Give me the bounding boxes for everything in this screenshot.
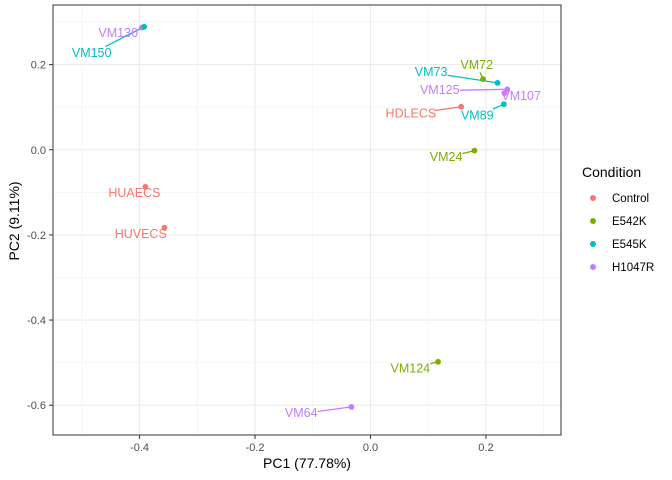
y-tick-label: -0.2	[27, 230, 46, 242]
leader-line-hdlecs	[434, 106, 462, 112]
point-vm124	[435, 358, 441, 365]
y-axis-ticks: -0.6 -0.4 -0.2 0.0 0.2	[27, 60, 53, 412]
leader-line-vm73	[447, 74, 498, 84]
x-axis-ticks: -0.4 -0.2 0.0 0.2	[130, 435, 494, 454]
legend-key-e542k	[590, 218, 596, 224]
legend-entries: Control E542K E545K H1047R	[590, 193, 654, 274]
y-tick-label: 0.2	[31, 60, 46, 72]
point-vm72	[480, 76, 486, 82]
legend-label-h1047r: H1047R	[612, 262, 654, 274]
point-label-vm64: VM64	[285, 406, 318, 420]
plot-panel-border	[52, 4, 562, 436]
label-leader-lines	[105, 26, 508, 413]
point-labels: VM130 VM150 VM72 VM73 VM107 VM125 HDLECS VM89 VM…	[72, 26, 541, 420]
point-label-vm125: VM125	[420, 83, 460, 97]
legend-key-e545k	[590, 241, 596, 247]
legend-label-control: Control	[612, 193, 649, 205]
point-label-huaecs: HUAECS	[108, 186, 160, 200]
x-tick-label: -0.2	[246, 442, 265, 454]
x-tick-label: 0.2	[478, 442, 493, 454]
point-label-vm72: VM72	[460, 58, 493, 72]
point-label-vm107: VM107	[501, 89, 541, 103]
point-label-vm124: VM124	[391, 361, 431, 375]
y-axis-title: PC2 (9.11%)	[6, 181, 22, 260]
leader-line-vm125	[459, 88, 508, 91]
legend-label-e542k: E542K	[612, 216, 647, 228]
y-tick-label: -0.4	[27, 315, 46, 327]
y-tick-label: -0.6	[27, 400, 46, 412]
point-label-huvecs: HUVECS	[115, 227, 167, 241]
point-huvecs	[161, 224, 168, 231]
point-vm24	[471, 147, 478, 154]
point-label-vm130: VM130	[98, 26, 138, 40]
x-tick-label: 0.0	[363, 442, 378, 454]
point-hdlecs	[458, 103, 465, 110]
leader-line-vm150	[105, 26, 145, 48]
point-huaecs	[142, 183, 149, 190]
point-label-hdlecs: HDLECS	[386, 106, 437, 120]
point-label-vm150: VM150	[72, 46, 112, 60]
y-tick-label: 0.0	[31, 145, 46, 157]
legend-key-h1047r	[590, 264, 596, 270]
point-vm125	[504, 86, 511, 93]
leader-line-vm64	[317, 406, 352, 413]
legend-title: Condition	[582, 164, 641, 180]
legend: Condition Control E542K E545K H1047R	[582, 164, 654, 274]
data-points	[139, 23, 511, 410]
point-vm89	[500, 101, 507, 108]
legend-label-e545k: E545K	[612, 239, 647, 251]
point-vm64	[348, 404, 355, 410]
point-label-vm24: VM24	[430, 150, 463, 164]
x-axis-title: PC1 (77.78%)	[263, 455, 351, 471]
major-gridlines	[53, 5, 561, 435]
point-vm73	[494, 80, 501, 86]
point-label-vm89: VM89	[461, 108, 494, 122]
x-tick-label: -0.4	[130, 442, 149, 454]
legend-key-control	[590, 195, 596, 201]
point-vm150	[141, 23, 148, 30]
point-label-vm73: VM73	[415, 65, 448, 79]
minor-gridlines	[53, 5, 561, 435]
